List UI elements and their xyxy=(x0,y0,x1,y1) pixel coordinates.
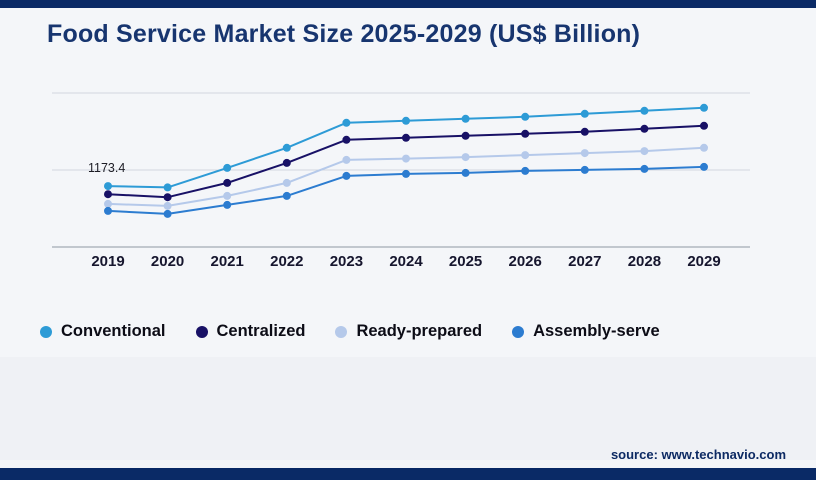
legend-label-conventional: Conventional xyxy=(61,322,166,340)
legend-item-centralized: Centralized xyxy=(195,322,306,341)
svg-text:2020: 2020 xyxy=(151,253,184,270)
svg-text:2028: 2028 xyxy=(628,253,661,270)
svg-text:1173.4: 1173.4 xyxy=(88,161,125,175)
svg-text:2019: 2019 xyxy=(91,253,124,270)
legend-marker-conventional-icon xyxy=(40,325,52,338)
legend-item-ready-prepared: Ready-prepared xyxy=(335,322,482,341)
legend-item-assembly-serve: Assembly-serve xyxy=(512,322,660,341)
chart-title: Food Service Market Size 2025-2029 (US$ … xyxy=(47,20,641,48)
legend-marker-centralized-icon xyxy=(195,325,208,338)
svg-text:2026: 2026 xyxy=(509,253,542,270)
legend-marker-ready-prepared-icon xyxy=(335,325,348,338)
svg-text:2023: 2023 xyxy=(330,253,363,270)
svg-text:2024: 2024 xyxy=(389,253,423,270)
svg-text:2025: 2025 xyxy=(449,253,482,270)
svg-text:2021: 2021 xyxy=(211,253,244,270)
lower-background-panel xyxy=(0,357,816,460)
legend-label-assembly-serve: Assembly-serve xyxy=(533,322,660,340)
svg-text:2029: 2029 xyxy=(687,253,720,270)
legend-label-ready-prepared: Ready-prepared xyxy=(356,322,483,340)
svg-text:2022: 2022 xyxy=(270,253,303,270)
chart-legend: Conventional Centralized Ready-prepared … xyxy=(40,322,660,341)
source-attribution: source: www.technavio.com xyxy=(610,447,786,462)
legend-label-centralized: Centralized xyxy=(216,322,306,340)
legend-item-conventional: Conventional xyxy=(40,322,166,341)
svg-text:2027: 2027 xyxy=(568,253,601,270)
bottom-accent-bar xyxy=(0,468,816,480)
legend-marker-assembly-serve-icon xyxy=(512,325,525,338)
top-accent-bar xyxy=(0,0,816,8)
